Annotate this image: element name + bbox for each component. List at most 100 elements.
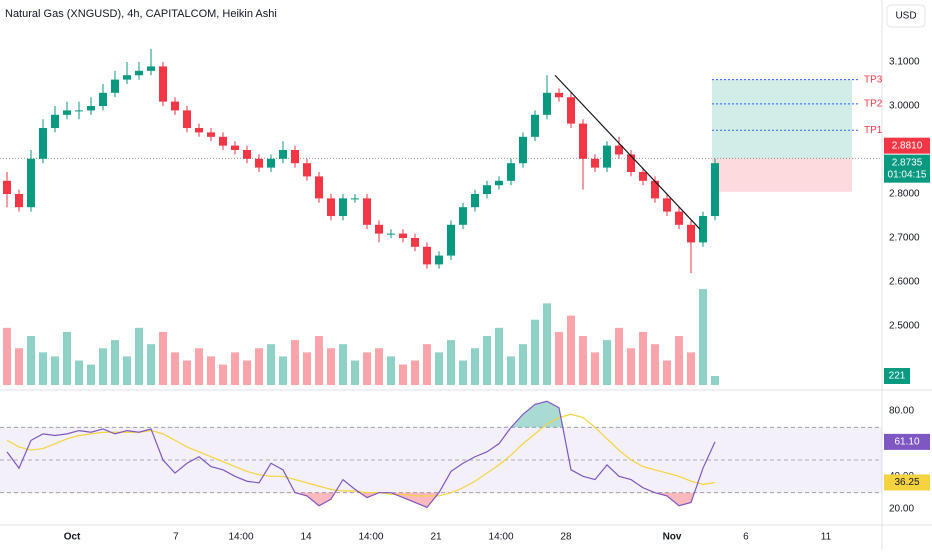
trendline bbox=[554, 74, 701, 230]
candle-body bbox=[375, 224, 383, 234]
candle-body bbox=[519, 136, 527, 164]
volume-bar bbox=[315, 336, 323, 385]
volume-bar bbox=[159, 331, 167, 385]
candle-body bbox=[399, 233, 407, 238]
candle-body bbox=[531, 114, 539, 137]
target-label: TP2 bbox=[864, 98, 883, 109]
candle-body bbox=[483, 185, 491, 194]
candle-body bbox=[687, 224, 695, 243]
rsi-line bbox=[6, 400, 716, 509]
volume-tag bbox=[884, 367, 910, 384]
volume-bar bbox=[543, 303, 551, 385]
volume-bar bbox=[627, 348, 635, 385]
candle-body bbox=[387, 233, 395, 235]
volume-bar bbox=[135, 327, 143, 385]
volume-bar bbox=[519, 344, 527, 385]
candle-body bbox=[423, 246, 431, 265]
volume-bar bbox=[663, 360, 671, 385]
rsi-last: 36.25 bbox=[894, 477, 919, 488]
volume-bar bbox=[171, 352, 179, 385]
countdown: 01:04:15 bbox=[888, 169, 927, 180]
candle-body bbox=[507, 163, 515, 181]
volume-bar bbox=[423, 344, 431, 385]
candle-body bbox=[219, 136, 227, 146]
x-tick-label: Nov bbox=[663, 532, 682, 543]
candle-body bbox=[135, 70, 143, 76]
candle-body bbox=[615, 145, 623, 155]
volume-bar bbox=[255, 348, 263, 385]
candle-body bbox=[495, 180, 503, 186]
volume-bar bbox=[219, 364, 227, 385]
candle-body bbox=[711, 163, 719, 216]
volume-bar bbox=[495, 327, 503, 385]
volume-bar bbox=[615, 327, 623, 385]
candle-body bbox=[543, 92, 551, 115]
candle-body bbox=[255, 158, 263, 168]
x-tick-label: 14 bbox=[300, 532, 312, 543]
y-tick-label: 2.6000 bbox=[889, 277, 920, 288]
candle-body bbox=[111, 79, 119, 93]
loss-zone bbox=[712, 158, 852, 192]
volume-bar bbox=[39, 352, 47, 385]
currency-button[interactable] bbox=[886, 4, 926, 28]
candle-body bbox=[411, 237, 419, 247]
candle-body bbox=[303, 163, 311, 177]
rsi-tick-label: 80.00 bbox=[889, 406, 914, 417]
volume-bar bbox=[75, 360, 83, 385]
volume-bar bbox=[459, 360, 467, 385]
x-tick-label: 28 bbox=[560, 532, 572, 543]
candle-body bbox=[243, 150, 251, 159]
candle-body bbox=[27, 158, 35, 208]
volume-bar bbox=[375, 348, 383, 385]
candle-body bbox=[651, 180, 659, 199]
volume-bar bbox=[699, 289, 707, 385]
rsi-tag bbox=[884, 474, 930, 491]
candle-body bbox=[195, 128, 203, 133]
volume-bar bbox=[27, 336, 35, 385]
candle-body bbox=[231, 145, 239, 151]
candle-body bbox=[327, 198, 335, 216]
last-price-tag bbox=[884, 154, 930, 183]
volume-bar bbox=[291, 340, 299, 385]
candle-body bbox=[63, 110, 71, 115]
volume-bar bbox=[675, 336, 683, 385]
level-tag bbox=[884, 137, 930, 154]
volume-bar bbox=[651, 344, 659, 385]
volume-bar bbox=[363, 352, 371, 385]
volume-bar bbox=[387, 356, 395, 385]
volume-bar bbox=[711, 375, 719, 385]
y-tick-label: 2.7000 bbox=[889, 233, 920, 244]
volume-bar bbox=[555, 331, 563, 385]
candle-body bbox=[555, 92, 563, 98]
x-tick-label: 11 bbox=[821, 532, 832, 543]
candle-body bbox=[663, 198, 671, 212]
x-tick-label: Oct bbox=[64, 532, 81, 543]
x-tick-label: 21 bbox=[430, 532, 442, 543]
volume-bar bbox=[639, 331, 647, 385]
chart-title: Natural Gas (XNGUSD), 4h, CAPITALCOM, He… bbox=[5, 8, 277, 20]
candle-body bbox=[147, 66, 155, 71]
volume-bar bbox=[435, 352, 443, 385]
x-tick-label: 7 bbox=[173, 532, 179, 543]
volume-bar bbox=[111, 340, 119, 385]
currency[interactable]: USD bbox=[895, 11, 916, 22]
y-tick-label: 3.1000 bbox=[889, 57, 920, 68]
x-tick-label: 14:00 bbox=[489, 532, 514, 543]
candle-body bbox=[639, 172, 647, 181]
candle-body bbox=[183, 110, 191, 129]
rsi-tag bbox=[884, 433, 930, 450]
candle-body bbox=[339, 198, 347, 216]
volume-bar bbox=[591, 352, 599, 385]
volume-bar bbox=[195, 348, 203, 385]
volume-bar bbox=[147, 344, 155, 385]
volume-bar bbox=[567, 315, 575, 385]
volume-bar bbox=[3, 327, 11, 385]
level-price: 2.8810 bbox=[892, 140, 923, 151]
candle-body bbox=[447, 224, 455, 256]
volume-bar bbox=[483, 336, 491, 385]
candle-body bbox=[51, 114, 59, 129]
candle-body bbox=[207, 132, 215, 137]
volume-bar bbox=[507, 356, 515, 385]
